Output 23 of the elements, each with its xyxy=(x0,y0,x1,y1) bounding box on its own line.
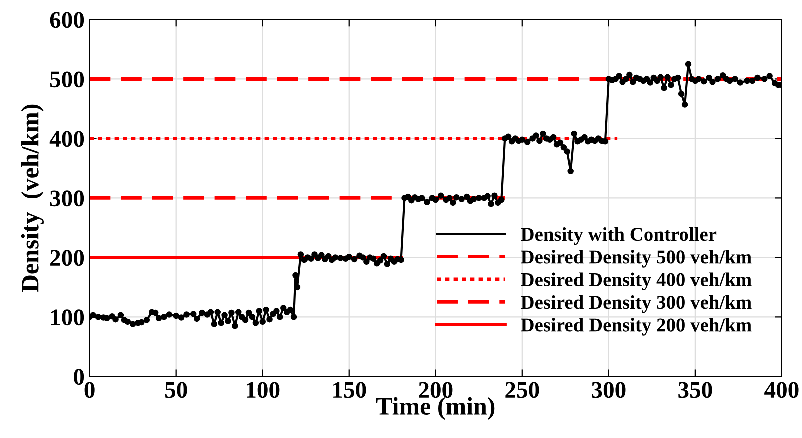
y-tick-label: 400 xyxy=(50,131,84,148)
y-tick-label: 0 xyxy=(74,369,84,386)
x-tick-label: 200 xyxy=(419,382,453,398)
x-tick-label: 250 xyxy=(506,382,540,398)
x-axis-title: Time (min) xyxy=(376,397,495,420)
x-tick-label: 400 xyxy=(764,382,799,398)
y-axis-title: Density (veh/km) xyxy=(21,104,44,292)
legend-label: Desired Density 400 veh/km xyxy=(521,272,752,290)
x-tick-label: 0 xyxy=(84,382,95,398)
x-tick-label: 150 xyxy=(334,382,366,398)
x-tick-label: 350 xyxy=(678,382,712,398)
legend-label: Desired Density 500 veh/km xyxy=(521,250,752,268)
legend-label: Density with Controller xyxy=(521,227,717,246)
x-tick-label: 300 xyxy=(592,382,626,398)
legend-label: Desired Density 300 veh/km xyxy=(521,295,752,314)
y-tick-label: 200 xyxy=(50,250,84,266)
x-tick-label: 100 xyxy=(247,382,280,398)
y-tick-label: 500 xyxy=(50,72,84,88)
y-tick-label: 600 xyxy=(50,12,84,28)
legend-label: Desired Density 200 veh/km xyxy=(521,318,752,336)
x-tick-label: 50 xyxy=(165,382,188,398)
y-tick-label: 300 xyxy=(50,190,84,207)
y-tick-label: 100 xyxy=(51,310,84,326)
